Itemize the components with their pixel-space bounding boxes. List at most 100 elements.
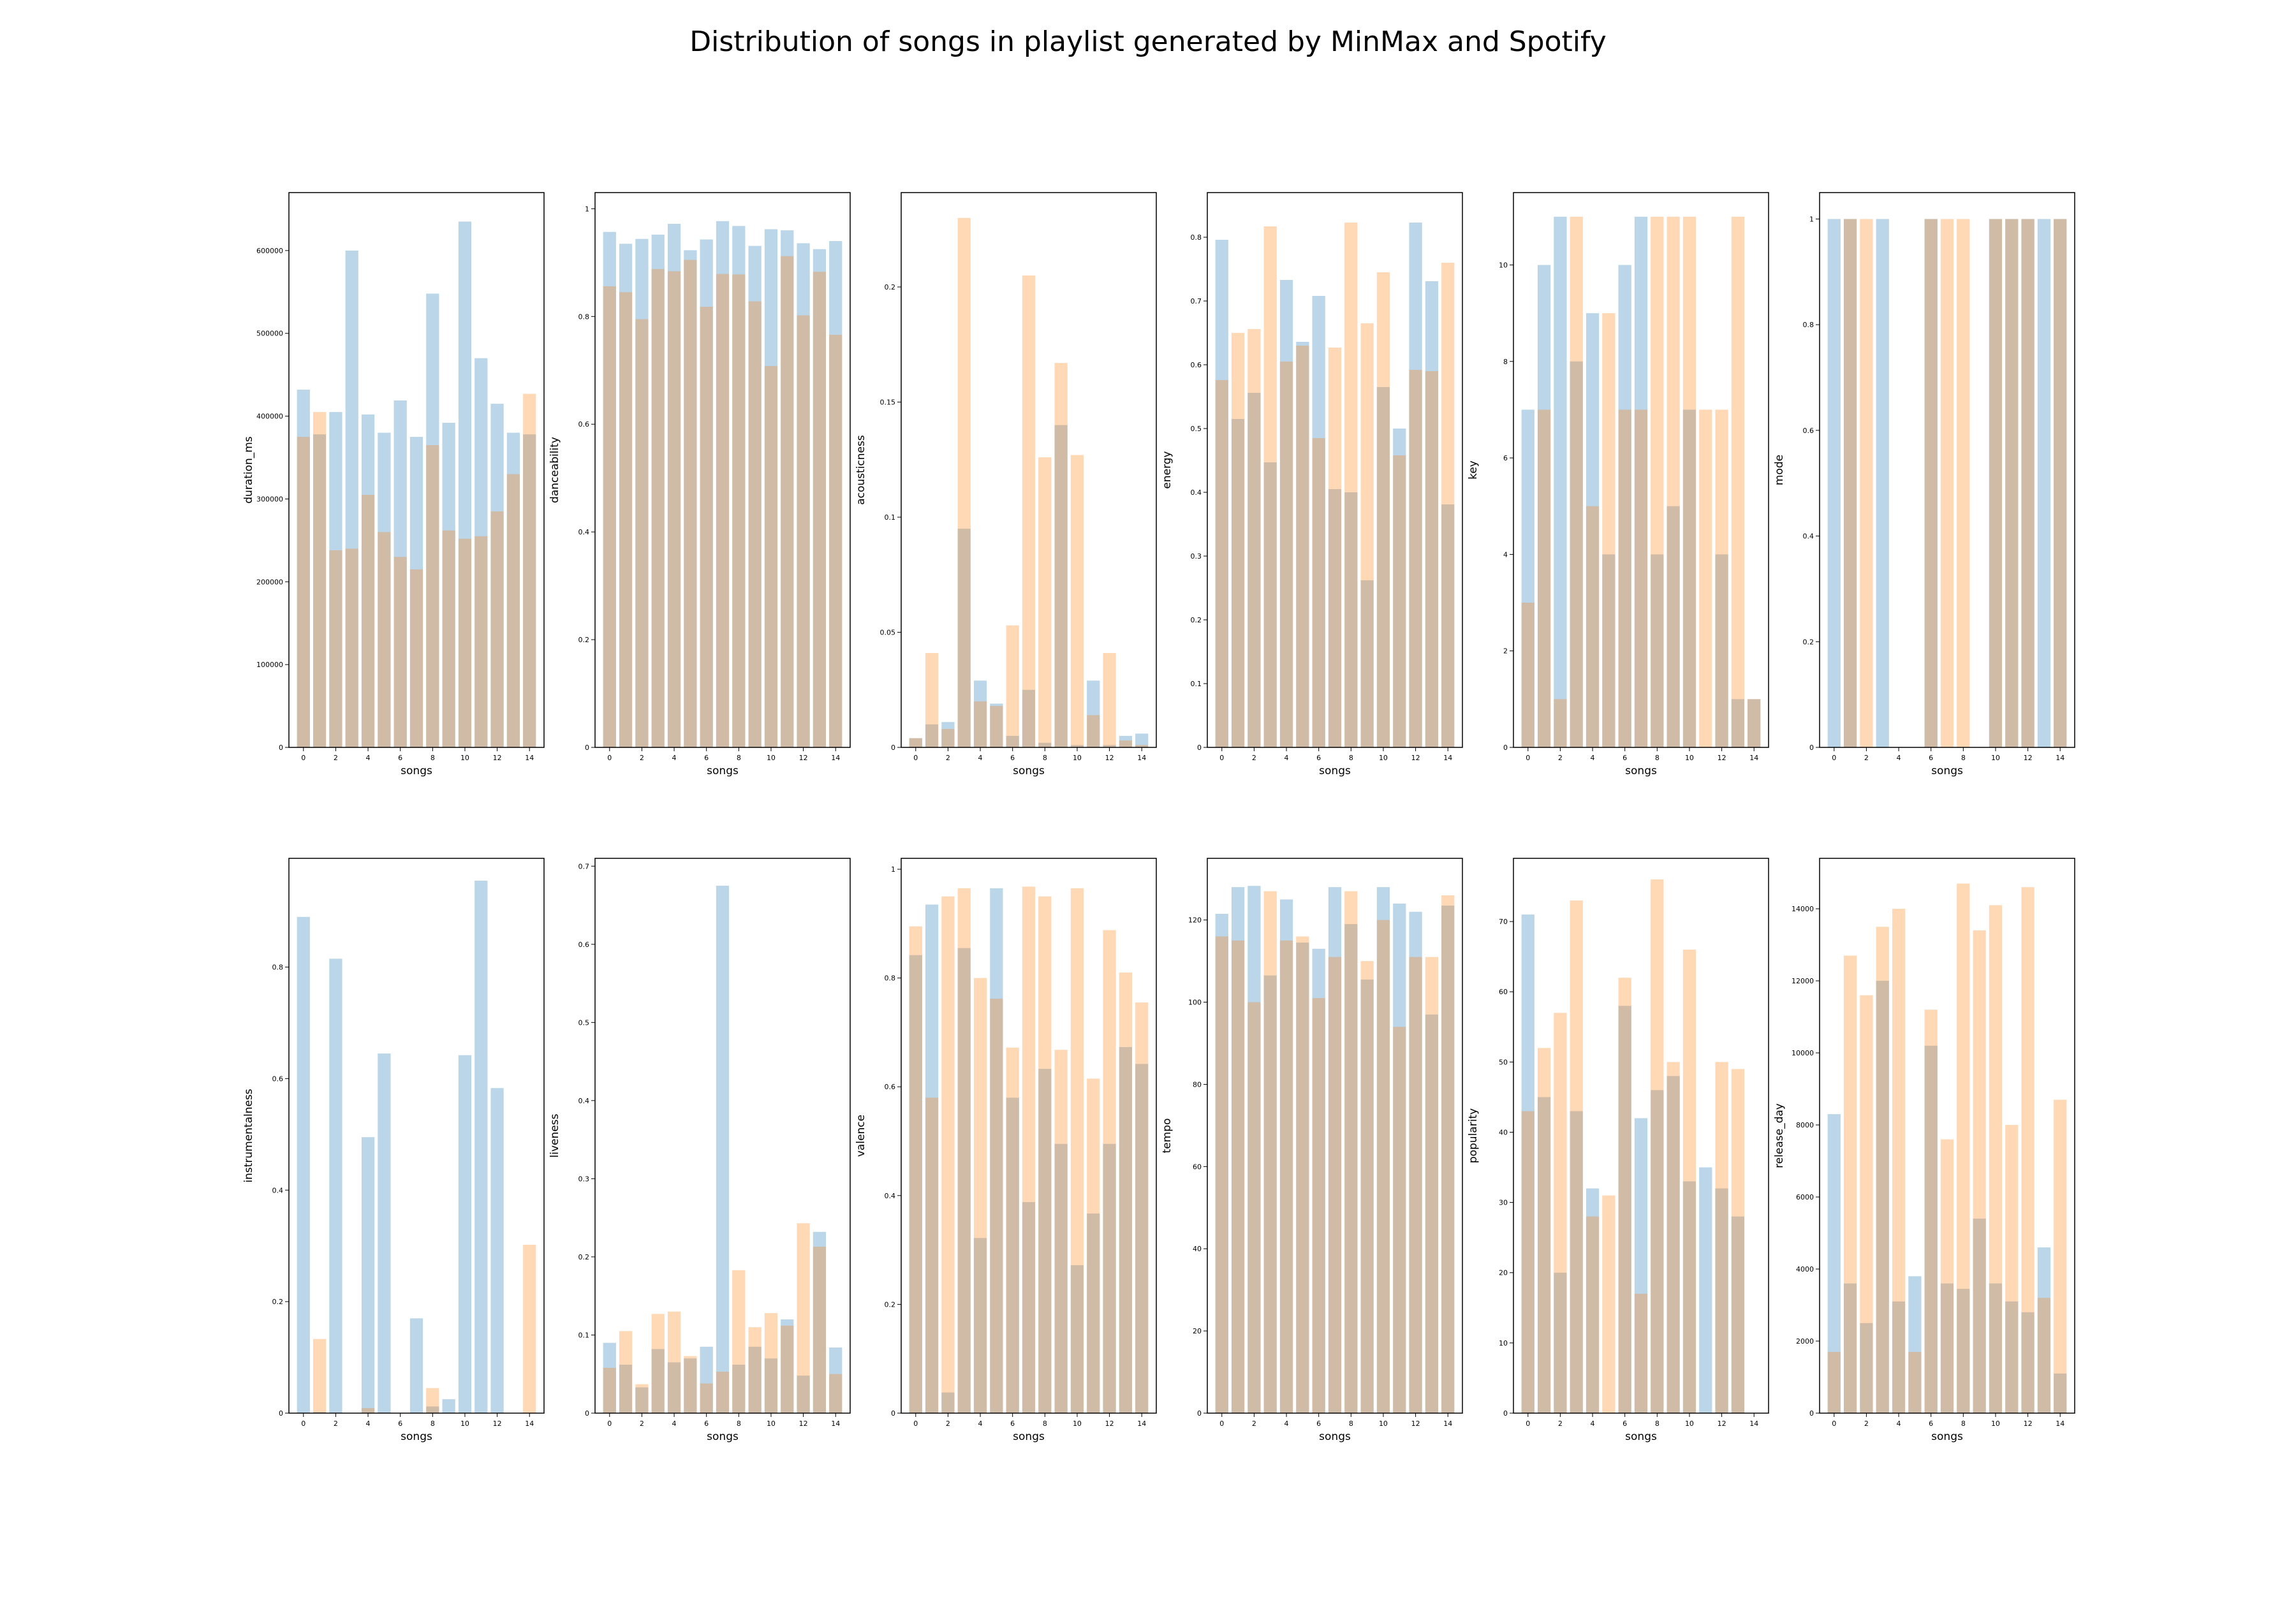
y-axis-label: tempo <box>1161 1119 1174 1154</box>
bar-energy-s0-14 <box>1441 504 1455 747</box>
bar-release_day-s0-13 <box>2037 1247 2051 1413</box>
bar-danceability-s1-0 <box>603 286 616 747</box>
bar-key-s0-3 <box>1570 361 1583 747</box>
x-tick-label: 4 <box>672 1420 677 1428</box>
x-tick-label: 14 <box>1749 754 1758 762</box>
bar-valence-s1-5 <box>990 999 1003 1413</box>
y-tick-label: 1 <box>1809 215 1814 223</box>
x-tick-label: 14 <box>525 754 534 762</box>
x-tick-label: 10 <box>1073 754 1082 762</box>
bar-energy-s1-8 <box>1344 223 1358 747</box>
bar-tempo-s1-5 <box>1296 936 1309 1413</box>
bar-acousticness-s1-4 <box>973 701 987 747</box>
x-tick-label: 0 <box>1832 1420 1836 1428</box>
x-axis-label: songs <box>1625 1430 1657 1443</box>
x-tick-label: 12 <box>1105 1420 1114 1428</box>
bar-popularity-s0-2 <box>1554 1272 1567 1413</box>
bar-valence-s1-8 <box>1038 896 1052 1413</box>
bar-mode-s0-12 <box>2021 219 2035 747</box>
x-tick-label: 12 <box>493 754 502 762</box>
bar-liveness-s1-10 <box>764 1313 778 1413</box>
y-tick-label: 6000 <box>1796 1193 1814 1201</box>
y-tick-label: 0.15 <box>880 399 896 407</box>
y-tick-label: 20 <box>1499 1269 1508 1277</box>
bar-valence-s0-3 <box>957 948 971 1413</box>
bar-tempo-s0-14 <box>1441 906 1455 1413</box>
bar-release_day-s0-8 <box>1957 1289 1970 1413</box>
bar-instrumentalness-s0-8 <box>426 1406 439 1413</box>
bar-energy-s1-3 <box>1263 226 1277 747</box>
x-tick-label: 8 <box>737 1420 741 1428</box>
bar-liveness-s0-5 <box>684 1358 697 1413</box>
y-axis-label: valence <box>855 1115 867 1157</box>
y-tick-label: 120 <box>1188 916 1202 925</box>
x-tick-label: 8 <box>1961 754 1966 762</box>
bar-key-s0-13 <box>1731 699 1745 747</box>
x-tick-label: 2 <box>1252 754 1256 762</box>
bar-valence-s1-3 <box>957 888 971 1413</box>
bar-release_day-s0-6 <box>1924 1045 1938 1413</box>
bar-key-s1-4 <box>1586 506 1600 747</box>
axes-frame <box>1513 192 1769 748</box>
bar-liveness-s0-8 <box>732 1365 746 1413</box>
bar-duration_ms-s1-10 <box>458 538 472 747</box>
x-tick-label: 8 <box>1043 754 1047 762</box>
bar-energy-s1-14 <box>1441 263 1455 747</box>
bar-liveness-s0-1 <box>619 1365 633 1413</box>
bar-key-s1-9 <box>1667 216 1680 748</box>
x-tick-label: 6 <box>1623 754 1627 762</box>
bar-acousticness-s0-10 <box>1070 745 1084 747</box>
bar-acousticness-s1-3 <box>957 217 971 747</box>
x-tick-label: 2 <box>334 1420 338 1428</box>
x-tick-label: 8 <box>430 1420 435 1428</box>
bar-key-s0-8 <box>1651 554 1664 747</box>
bar-energy-s1-9 <box>1360 323 1374 747</box>
x-tick-label: 2 <box>946 754 950 762</box>
bar-duration_ms-s1-6 <box>394 557 407 747</box>
y-tick-label: 4000 <box>1796 1265 1814 1273</box>
bar-mode-s1-8 <box>1957 219 1970 747</box>
bar-danceability-s1-6 <box>700 307 713 747</box>
y-tick-label: 0 <box>1197 1409 1202 1418</box>
bar-acousticness-s1-1 <box>925 652 939 747</box>
bar-energy-s0-13 <box>1425 281 1439 747</box>
x-axis-label: songs <box>707 765 739 777</box>
bar-valence-s0-11 <box>1087 1213 1100 1413</box>
bar-liveness-s1-12 <box>797 1223 810 1413</box>
bar-energy-s0-1 <box>1231 419 1245 747</box>
bar-instrumentalness-s0-4 <box>361 1137 375 1413</box>
bar-instrumentalness-s1-4 <box>361 1408 375 1413</box>
bar-danceability-s0-5 <box>684 250 697 747</box>
y-tick-label: 0.8 <box>885 974 896 983</box>
x-tick-label: 12 <box>799 754 808 762</box>
y-tick-label: 20 <box>1193 1327 1202 1335</box>
bar-duration_ms-s1-8 <box>426 445 439 747</box>
y-tick-label: 10000 <box>1792 1049 1814 1057</box>
bar-danceability-s0-10 <box>764 229 778 747</box>
bar-valence-s0-14 <box>1135 1064 1149 1413</box>
bar-release_day-s0-5 <box>1908 1276 1922 1413</box>
x-tick-label: 10 <box>1991 754 2000 762</box>
y-tick-label: 0.1 <box>885 513 896 522</box>
x-axis-label: songs <box>401 765 432 777</box>
bar-release_day-s0-0 <box>1827 1114 1841 1413</box>
bar-instrumentalness-s1-1 <box>313 1339 327 1413</box>
bar-mode-s1-11 <box>2005 219 2019 747</box>
bar-duration_ms-s0-1 <box>313 434 327 747</box>
subplot-acousticness: 0 2 4 6 8 10 12 14 0 0.05 0.1 0.15 0.2 songs acousticn… <box>855 192 1157 777</box>
x-axis-label: songs <box>401 1430 432 1443</box>
x-tick-label: 4 <box>366 1420 371 1428</box>
bar-popularity-s0-9 <box>1667 1076 1680 1413</box>
bar-valence-s1-12 <box>1103 930 1116 1413</box>
bar-danceability-s0-3 <box>651 234 665 747</box>
bar-energy-s0-12 <box>1409 223 1422 747</box>
bar-duration_ms-s0-7 <box>409 437 423 747</box>
y-tick-label: 0.6 <box>578 941 590 949</box>
bar-mode-s1-12 <box>2021 219 2035 747</box>
y-tick-label: 10 <box>1499 1339 1508 1347</box>
bar-key-s0-7 <box>1634 216 1648 748</box>
bar-valence-s1-1 <box>925 1097 939 1413</box>
y-tick-label: 0.2 <box>272 1298 284 1306</box>
bar-popularity-s0-8 <box>1651 1090 1664 1413</box>
x-axis-label: songs <box>1625 765 1657 777</box>
